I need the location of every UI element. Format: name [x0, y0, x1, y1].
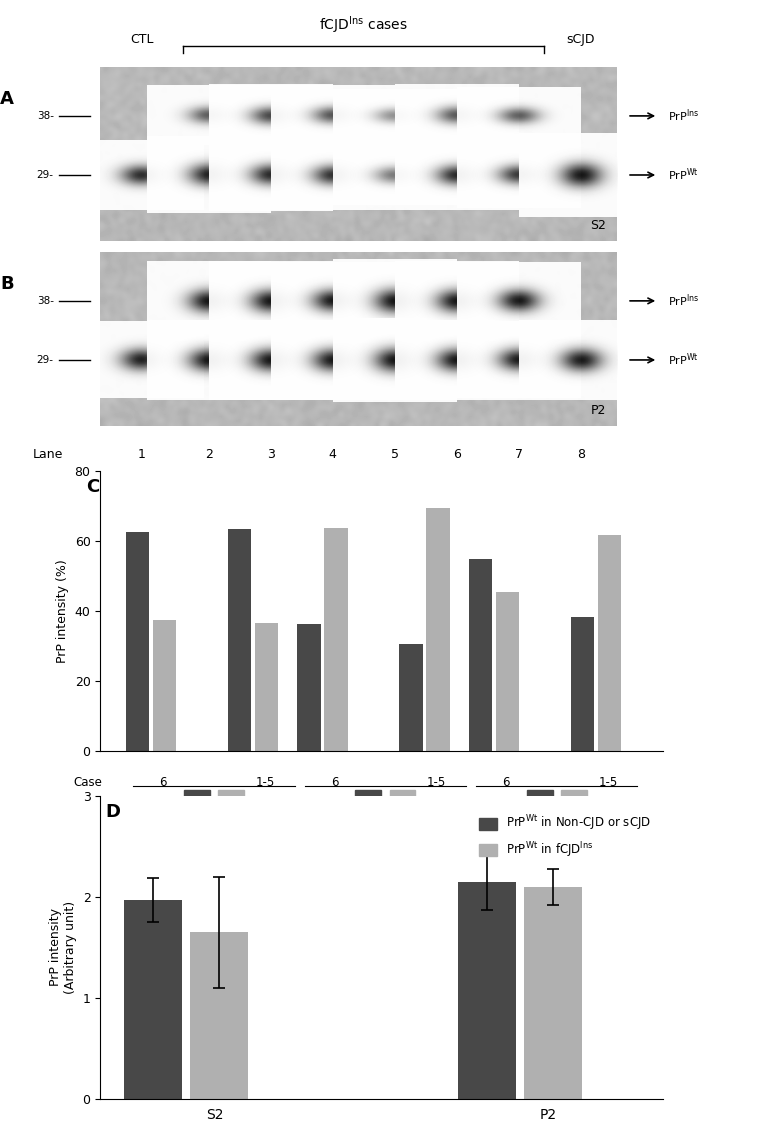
Text: CTL: CTL [130, 34, 153, 46]
Text: 6: 6 [159, 776, 167, 788]
Text: S2: S2 [591, 220, 607, 232]
Bar [255, 623, 278, 751]
Text: Sol/Insol
in total PrP$^{\mathrm{Ins}}$: Sol/Insol in total PrP$^{\mathrm{Ins}}$ [348, 814, 423, 843]
Text: 6: 6 [502, 776, 510, 788]
Text: sCJD: sCJD [567, 34, 595, 46]
Text: 5: 5 [391, 447, 399, 461]
Bar [228, 529, 251, 751]
Bar [426, 508, 450, 751]
Text: B: B [1, 275, 14, 293]
Text: 3: 3 [267, 447, 274, 461]
Bar [298, 624, 321, 751]
Text: A: A [0, 90, 14, 108]
Text: PrP$^{\mathrm{Wt}}$: PrP$^{\mathrm{Wt}}$ [668, 167, 699, 184]
Bar [190, 932, 247, 1099]
Bar [399, 645, 423, 751]
Text: 2: 2 [205, 447, 213, 461]
Text: fCJD$^{\mathrm{Ins}}$ cases: fCJD$^{\mathrm{Ins}}$ cases [319, 15, 408, 36]
Legend: PrP$^{\mathrm{Wt}}$ in Non-CJD or sCJD, PrP$^{\mathrm{Wt}}$ in fCJD$^{\mathrm{In: PrP$^{\mathrm{Wt}}$ in Non-CJD or sCJD, … [473, 808, 657, 865]
Y-axis label: PrP intensity (%): PrP intensity (%) [56, 559, 69, 663]
Text: Case: Case [73, 776, 103, 788]
Text: PrP$^{\mathrm{Ins}}$: PrP$^{\mathrm{Ins}}$ [668, 108, 699, 124]
Bar [325, 528, 348, 751]
Text: PrP$^{\mathrm{Ins}}$: PrP$^{\mathrm{Ins}}$ [668, 293, 699, 309]
Text: Lane: Lane [33, 447, 63, 461]
Text: C: C [86, 478, 99, 495]
Bar [184, 789, 210, 802]
Bar [598, 535, 621, 751]
Text: 38-: 38- [37, 111, 54, 121]
Bar [124, 900, 182, 1099]
Text: Wt/Ins
in total PrP: Wt/Ins in total PrP [183, 814, 244, 836]
Bar [389, 789, 416, 802]
Text: 1: 1 [137, 447, 146, 461]
Bar [571, 617, 594, 751]
Text: 6: 6 [453, 447, 460, 461]
Text: P2: P2 [591, 405, 607, 417]
Text: 1-5: 1-5 [598, 776, 618, 788]
Bar [126, 532, 150, 751]
Text: 7: 7 [515, 447, 523, 461]
Y-axis label: PrP intensity
(Arbitrary unit): PrP intensity (Arbitrary unit) [49, 900, 77, 994]
Bar [218, 789, 244, 802]
Text: PrP$^{\mathrm{Wt}}$: PrP$^{\mathrm{Wt}}$ [668, 352, 699, 369]
Text: Sol/Insol
in total PrP$^{\mathrm{Wt}}$: Sol/Insol in total PrP$^{\mathrm{Wt}}$ [520, 814, 594, 843]
Text: 4: 4 [328, 447, 337, 461]
Text: D: D [106, 803, 120, 821]
Bar [469, 559, 493, 751]
Text: 29-: 29- [37, 170, 54, 180]
Text: 29-: 29- [37, 355, 54, 365]
Bar [355, 789, 381, 802]
Bar [458, 881, 516, 1099]
Bar [527, 789, 553, 802]
Text: 1-5: 1-5 [255, 776, 274, 788]
Bar [496, 592, 520, 751]
Text: 38-: 38- [37, 296, 54, 306]
Text: 8: 8 [577, 447, 584, 461]
Text: 6: 6 [331, 776, 338, 788]
Text: 1-5: 1-5 [427, 776, 446, 788]
Bar [524, 887, 581, 1099]
Bar [153, 620, 177, 751]
Bar [561, 789, 587, 802]
